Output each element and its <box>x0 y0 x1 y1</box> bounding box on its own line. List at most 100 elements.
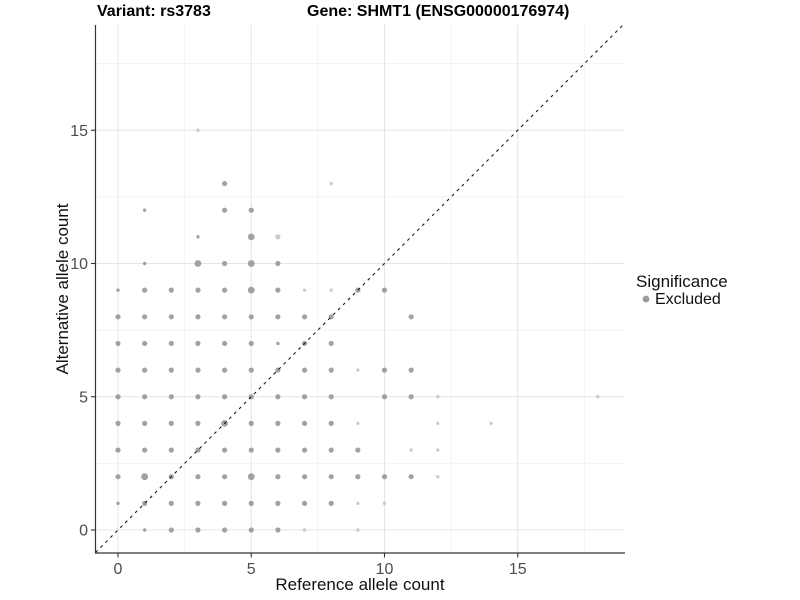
data-point <box>596 395 600 399</box>
data-point <box>436 421 440 426</box>
grid-layer <box>95 25 625 553</box>
x-tick-label: 10 <box>376 561 394 578</box>
data-point <box>275 474 281 480</box>
data-point <box>222 474 228 480</box>
data-point <box>248 340 254 347</box>
data-point <box>142 394 148 400</box>
data-point <box>115 314 121 320</box>
data-point <box>222 527 228 533</box>
y-tick-label: 0 <box>79 523 88 540</box>
data-point <box>409 448 413 452</box>
plot-title-gene: Gene: SHMT1 (ENSG00000176974) <box>307 3 569 20</box>
data-point <box>115 447 121 453</box>
data-point <box>222 180 228 187</box>
data-point <box>275 447 281 453</box>
data-point <box>195 340 201 347</box>
data-point <box>301 500 308 506</box>
data-point <box>275 500 281 506</box>
legend-point-icon <box>642 295 650 303</box>
data-point <box>142 367 148 373</box>
identity-line <box>95 24 624 553</box>
points-layer <box>115 128 600 533</box>
data-point <box>408 474 414 480</box>
data-point <box>142 314 148 320</box>
data-point <box>248 500 254 506</box>
data-point <box>275 260 281 267</box>
data-point <box>328 500 334 506</box>
plot-title-variant: Variant: rs3783 <box>97 3 211 20</box>
data-point <box>356 421 360 426</box>
data-point <box>275 287 281 293</box>
data-point <box>301 420 308 426</box>
data-point <box>248 314 254 320</box>
data-point <box>142 528 147 532</box>
data-point <box>168 340 174 347</box>
data-point <box>195 500 201 506</box>
data-point <box>168 314 174 320</box>
data-point <box>436 448 440 452</box>
x-tick-label: 0 <box>114 561 123 578</box>
data-point <box>328 367 334 373</box>
data-point <box>115 367 121 373</box>
x-tick-label: 15 <box>509 561 527 578</box>
data-point <box>356 501 360 506</box>
data-point <box>302 288 307 292</box>
data-point <box>329 288 333 292</box>
data-point <box>168 500 174 506</box>
data-point <box>247 233 255 241</box>
data-point <box>115 474 121 480</box>
data-point <box>408 367 414 373</box>
data-point <box>222 447 228 453</box>
data-point <box>355 474 361 480</box>
data-point <box>248 420 254 426</box>
data-point <box>302 528 307 532</box>
data-point <box>436 475 440 479</box>
data-point <box>195 394 201 400</box>
data-point <box>356 368 360 372</box>
data-point <box>356 528 360 532</box>
data-point <box>489 421 493 426</box>
data-point <box>115 340 121 347</box>
data-point <box>222 314 228 320</box>
data-point <box>195 474 201 480</box>
x-tick-label: 5 <box>247 561 256 578</box>
data-point <box>115 420 121 426</box>
data-point <box>329 181 333 186</box>
data-point <box>142 420 148 426</box>
data-point <box>275 420 281 426</box>
data-point <box>275 394 281 400</box>
data-point <box>115 394 121 400</box>
y-axis-title: Alternative allele count <box>53 203 72 374</box>
legend-title: Significance <box>636 272 728 291</box>
data-point <box>116 501 120 506</box>
data-point <box>196 235 200 239</box>
data-point <box>141 473 149 481</box>
identity-line-layer <box>95 24 624 553</box>
data-point <box>247 260 255 267</box>
data-point <box>328 394 334 400</box>
data-point <box>142 261 147 266</box>
data-point <box>195 447 201 453</box>
data-point <box>142 340 148 347</box>
data-point <box>436 395 440 399</box>
data-point <box>275 234 281 240</box>
data-point <box>168 420 174 426</box>
data-point <box>222 260 228 267</box>
data-point <box>195 314 201 320</box>
data-point <box>195 420 201 426</box>
data-point <box>142 208 147 212</box>
data-point <box>247 286 255 294</box>
data-point <box>168 447 174 453</box>
legend: Significance Excluded <box>636 272 728 308</box>
data-point <box>168 367 174 373</box>
data-point <box>222 207 228 213</box>
data-point <box>328 447 334 453</box>
data-point <box>195 287 201 293</box>
data-point <box>168 287 174 293</box>
data-point <box>408 314 414 320</box>
data-point <box>328 474 334 480</box>
data-point <box>301 447 308 453</box>
data-point <box>195 527 201 533</box>
data-point <box>222 394 228 400</box>
